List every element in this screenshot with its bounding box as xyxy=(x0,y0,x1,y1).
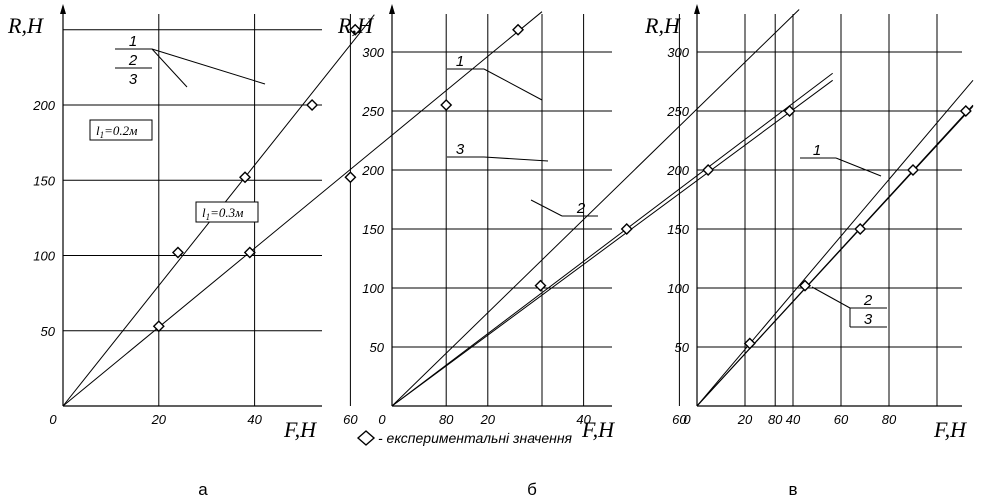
data-marker xyxy=(152,320,165,333)
y-tick-label: 250 xyxy=(666,104,689,119)
series-line xyxy=(696,105,974,407)
parameter-box xyxy=(195,201,259,223)
parameter-box xyxy=(89,119,153,141)
parameter-box-label: l1=0.3м xyxy=(202,205,243,222)
y-tick-label: 200 xyxy=(32,98,55,113)
parameter-box-label: l1=0.2м xyxy=(96,123,137,140)
x-axis-label: F,H xyxy=(933,417,967,442)
x-tick-label: 60 xyxy=(672,412,687,427)
y-axis-arrow xyxy=(389,4,395,14)
data-marker xyxy=(702,164,715,176)
y-axis-arrow xyxy=(60,4,66,14)
annotation-leader xyxy=(151,48,188,88)
x-tick-label: 20 xyxy=(480,412,496,427)
data-marker xyxy=(854,223,867,235)
series-layer xyxy=(62,9,974,407)
x-tick-label: 0 xyxy=(378,412,386,427)
x-tick-label: 40 xyxy=(786,412,801,427)
annotation-leader xyxy=(530,199,563,217)
data-marker xyxy=(743,337,756,350)
annotation-label: 3 xyxy=(864,311,873,328)
annotation-label: 2 xyxy=(128,52,138,69)
x-axis-label: F,H xyxy=(581,417,615,442)
annotation-label: 3 xyxy=(456,141,465,158)
data-marker xyxy=(171,246,184,259)
annotation-leader xyxy=(811,286,851,309)
y-tick-label: 200 xyxy=(361,163,384,178)
series-line xyxy=(696,79,974,407)
y-tick-label: 150 xyxy=(33,173,55,188)
y-tick-label: 100 xyxy=(667,281,689,296)
y-tick-label: 300 xyxy=(667,45,689,60)
x-tick-label: 60 xyxy=(834,412,849,427)
data-marker xyxy=(344,171,357,184)
annotation-leader xyxy=(483,68,543,101)
y-tick-label: 200 xyxy=(666,163,689,178)
y-tick-label: 50 xyxy=(370,340,385,355)
x-tick-label: 20 xyxy=(737,412,753,427)
y-tick-label: 50 xyxy=(41,324,56,339)
x-tick-label: 40 xyxy=(576,412,591,427)
annotation-leader xyxy=(151,48,266,85)
data-marker xyxy=(243,246,256,259)
data-marker xyxy=(512,23,525,36)
x-tick-label: 80 xyxy=(768,412,783,427)
data-marker xyxy=(959,105,972,117)
x-tick-label: 40 xyxy=(247,412,262,427)
x-tick-label: 60 xyxy=(343,412,358,427)
y-axis-arrow xyxy=(694,4,700,14)
y-tick-label: 300 xyxy=(362,45,384,60)
y-tick-label: 250 xyxy=(361,104,384,119)
grid-layer xyxy=(60,4,962,407)
data-marker xyxy=(534,279,547,292)
x-axis-label: F,H xyxy=(283,417,317,442)
annotation-label: 1 xyxy=(813,142,821,159)
series-line xyxy=(391,72,833,407)
marker-layer xyxy=(152,23,972,350)
y-axis-label: R,H xyxy=(337,13,374,38)
y-axis-label: R,H xyxy=(644,13,681,38)
x-tick-label: 0 xyxy=(683,412,691,427)
series-line xyxy=(62,11,543,407)
data-marker xyxy=(349,23,362,36)
annotation-leader xyxy=(483,156,549,162)
data-marker xyxy=(783,105,796,117)
annotation-label: 1 xyxy=(129,33,137,50)
data-marker xyxy=(239,171,252,184)
legend-label: - експериментальні значення xyxy=(378,430,573,446)
y-tick-label: 150 xyxy=(667,222,689,237)
data-marker xyxy=(799,279,811,292)
legend-diamond-marker xyxy=(356,430,376,446)
panel-label: в xyxy=(788,480,797,499)
y-tick-label: 50 xyxy=(675,340,690,355)
data-marker xyxy=(306,99,319,111)
annotation-label: 2 xyxy=(863,292,873,309)
data-marker xyxy=(440,99,453,111)
y-tick-label: 150 xyxy=(362,222,384,237)
x-tick-label: 80 xyxy=(439,412,454,427)
annotation-label: 2 xyxy=(576,200,586,217)
y-tick-label: 100 xyxy=(33,249,55,264)
data-marker xyxy=(907,164,919,176)
annotation-label: 1 xyxy=(456,53,464,70)
x-tick-label: 20 xyxy=(151,412,167,427)
panel-label: а xyxy=(198,480,208,499)
x-tick-label: 80 xyxy=(882,412,897,427)
annotation-label: 3 xyxy=(129,71,138,88)
series-line xyxy=(391,9,800,407)
annotation-leader xyxy=(835,157,882,177)
panel-label: б xyxy=(527,480,537,499)
series-line xyxy=(391,79,833,407)
x-tick-label: 0 xyxy=(49,412,57,427)
legend: - експериментальні значення xyxy=(356,430,573,446)
data-marker xyxy=(620,223,633,235)
y-tick-label: 100 xyxy=(362,281,384,296)
y-axis-label: R,H xyxy=(7,13,44,38)
